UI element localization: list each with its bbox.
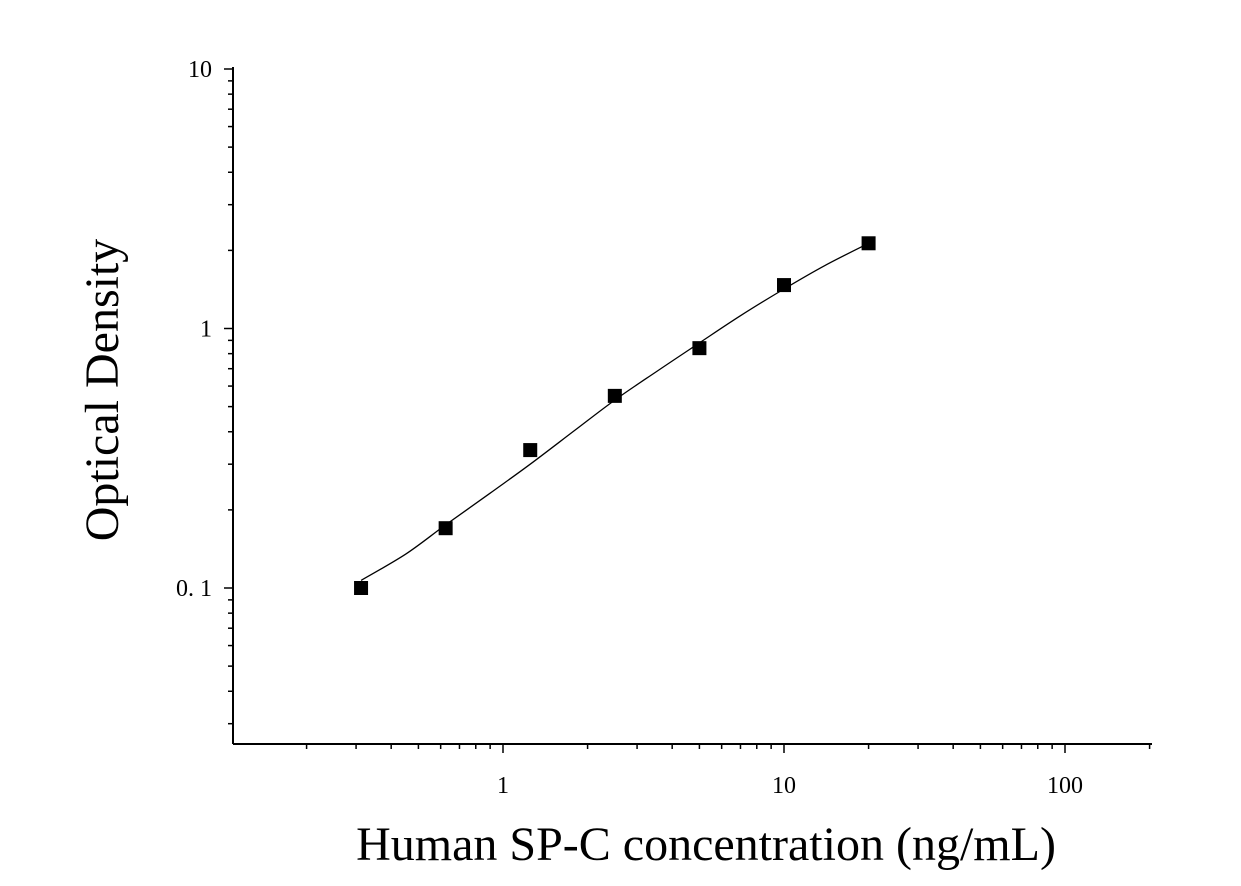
data-points-layer [354,236,876,595]
data-point [438,521,453,536]
data-point [354,581,369,595]
data-point [523,443,538,458]
fit-curve-layer [360,242,869,581]
axes [224,67,1152,753]
data-point [777,278,791,293]
y-tick-label: 10 [188,57,212,83]
fit-curve [360,242,869,581]
tick-labels-layer: 1 10 100 0. 1 1 10 [176,57,1083,799]
x-tick-label: 10 [772,773,796,799]
y-axis-title: Optical Density [76,239,129,542]
y-tick-label: 0. 1 [176,576,212,602]
data-point [692,341,707,356]
x-tick-label: 100 [1047,773,1083,799]
data-point [607,388,622,403]
data-point [861,236,876,251]
y-tick-label: 1 [200,317,212,343]
x-axis-title: Human SP-C concentration (ng/mL) [356,818,1056,871]
x-tick-label: 1 [497,773,509,799]
